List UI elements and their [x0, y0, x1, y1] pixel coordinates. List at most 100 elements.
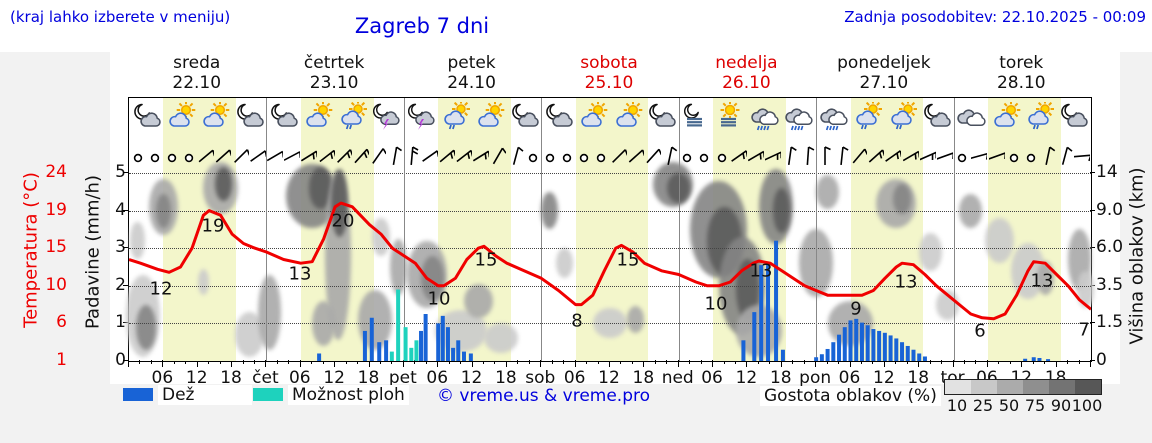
shower-bar [389, 351, 394, 361]
cloud-blob [463, 283, 493, 318]
rain-bar [440, 315, 445, 361]
density-tick-label: 90 [1050, 396, 1072, 415]
shower-bar [409, 347, 414, 361]
temp-value-label: 20 [331, 210, 355, 232]
time-tick [815, 360, 817, 367]
day-separator [403, 98, 405, 361]
gridline [129, 285, 1091, 287]
time-tick [128, 360, 129, 367]
time-tick [334, 360, 336, 367]
time-tick-label: 06 [838, 368, 861, 388]
weather-icon-cloud-rain [782, 102, 815, 132]
left-axis-tick [123, 322, 128, 324]
time-tick [1055, 360, 1057, 367]
temp-value-label: 13 [894, 271, 918, 293]
menu-hint-text: (kraj lahko izberete v meniju) [10, 8, 231, 26]
day-header: torek 28.10 [953, 53, 1090, 93]
wind-barb-icon [301, 142, 318, 168]
wind-barb-icon [353, 142, 369, 168]
wind-barb-icon [902, 142, 919, 168]
day-header: nedelja 26.10 [678, 53, 815, 93]
time-tick [1090, 360, 1091, 367]
rain-bar [766, 265, 771, 361]
day-name: petek [447, 53, 496, 73]
rain-bar [1037, 357, 1042, 361]
last-update-text: Zadnja posodobitev: 22.10.2025 - 00:09 [844, 8, 1146, 26]
rain-bar [831, 342, 836, 361]
day-abbrev-label: ned [661, 368, 694, 388]
cloud-blob [735, 259, 759, 320]
time-tick [1067, 360, 1069, 364]
wind-calm-icon [1023, 142, 1039, 168]
cloud-blob [257, 274, 281, 350]
temp-value-label: 19 [201, 215, 225, 237]
right-axis-strip [1120, 52, 1152, 384]
time-tick-label: 18 [907, 368, 930, 388]
cloud-blob [214, 167, 233, 202]
rain-bar [842, 327, 847, 361]
time-tick [941, 360, 943, 364]
wind-barb-icon [645, 142, 661, 168]
cloud-blob [893, 184, 911, 215]
cloud-height-tick-label: 3.5 [1096, 274, 1124, 295]
weather-icon-moon-fog [679, 102, 712, 132]
day-abbrev-label: sob [525, 368, 556, 388]
wind-barb-icon [1074, 142, 1091, 168]
time-tick [173, 360, 175, 364]
weather-icon-moon-cloud [508, 102, 541, 132]
rain-bar [461, 351, 466, 361]
cloud-blob [197, 268, 210, 296]
weather-icon-moon-cloud [645, 102, 678, 132]
wind-barb-icon [611, 142, 627, 168]
left-axis-strip [0, 52, 110, 384]
day-separator [541, 98, 543, 361]
left-axis-tick [123, 360, 128, 361]
wind-calm-icon [181, 142, 197, 168]
time-tick [1009, 360, 1011, 364]
temp-value-label: 7 [1078, 319, 1090, 341]
time-tick-label: 06 [151, 368, 174, 388]
wind-calm-icon [147, 142, 163, 168]
time-tick [620, 360, 622, 364]
cloud-height-tick-label: 1.5 [1096, 312, 1124, 333]
wind-calm-icon [559, 142, 575, 168]
time-tick [723, 360, 725, 364]
time-tick [631, 360, 633, 364]
time-tick [311, 360, 313, 364]
shower-bar [414, 340, 419, 361]
wind-barb-icon [456, 142, 472, 168]
temp-tick-label: 6 [56, 312, 67, 333]
day-name: ponedeljek [837, 53, 931, 73]
cloud-blob [130, 221, 145, 260]
day-name: torek [999, 53, 1044, 73]
density-swatch [945, 380, 971, 394]
weather-icon-sun-cloud-rain [439, 102, 472, 132]
time-tick [276, 360, 278, 364]
time-tick [139, 360, 141, 364]
wind-barb-icon [919, 142, 936, 168]
rain-bar [451, 347, 456, 361]
credit-link[interactable]: © vreme.us & vreme.pro [437, 386, 651, 406]
time-tick [998, 360, 1000, 364]
time-tick [918, 360, 920, 367]
time-tick [986, 360, 988, 367]
wind-barb-icon [439, 142, 455, 168]
time-tick [700, 360, 702, 364]
shower-bar [403, 327, 408, 361]
day-date: 26.10 [722, 73, 771, 93]
wind-barb-icon [1040, 142, 1056, 168]
time-tick [1021, 360, 1023, 367]
wind-calm-icon [593, 142, 609, 168]
wind-barb-icon [988, 142, 1005, 168]
left-axis-tick [123, 247, 128, 249]
rain-bar [819, 354, 824, 361]
cloud-blob [136, 304, 157, 350]
day-date: 25.10 [584, 73, 634, 93]
temp-value-label: 12 [149, 278, 173, 300]
day-date: 24.10 [447, 73, 496, 93]
rain-legend-label: Dež [158, 385, 252, 405]
left-axis-tick [123, 284, 128, 286]
cloud-blob [555, 248, 573, 279]
weather-icon-cloud [954, 102, 987, 132]
